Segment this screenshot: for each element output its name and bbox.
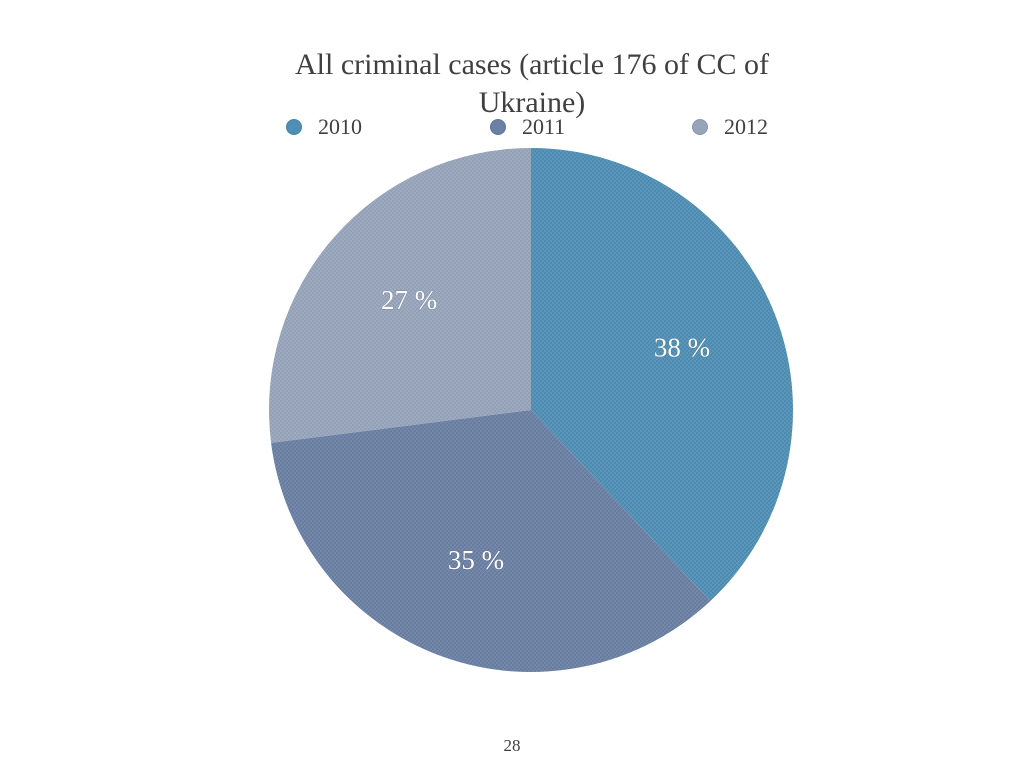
- pie-slice-texture-2012: [269, 148, 531, 443]
- data-label-2010: 38 %: [654, 332, 710, 362]
- pie-slice-2012: [269, 148, 531, 443]
- chart-title: All criminal cases (article 176 of CC of…: [294, 48, 770, 119]
- pie-slice-texture-2010: [531, 148, 793, 601]
- pie-slice-2010: [531, 148, 793, 601]
- data-label-2011: 35 %: [448, 545, 504, 575]
- page-number: 28: [503, 736, 521, 755]
- pie-slice-2011: [271, 410, 711, 673]
- pie-slice-texture-2011: [271, 410, 711, 673]
- data-label-2012: 27 %: [381, 285, 437, 315]
